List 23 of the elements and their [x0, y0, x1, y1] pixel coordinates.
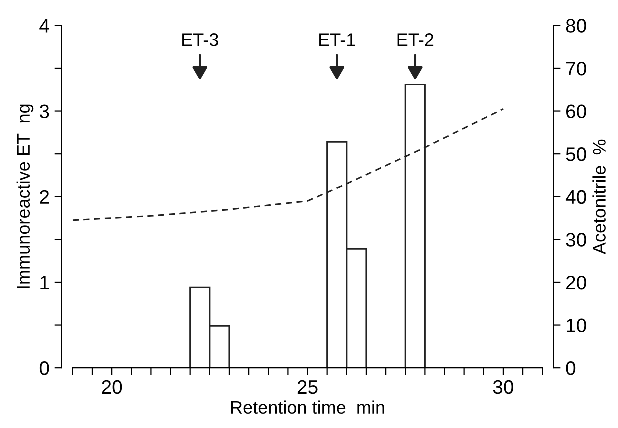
y-tick-label: 3	[40, 104, 50, 119]
y2-tick-label: 0	[566, 362, 576, 376]
x-tick-label: 30	[493, 380, 514, 394]
y-axis-title: Immunoreactive ET ng	[16, 104, 34, 288]
y-tick-label: 4	[40, 19, 50, 33]
y2-tick-label: 50	[566, 148, 586, 162]
y2-tick-label: 40	[566, 190, 586, 204]
x-tick-label: 20	[102, 380, 122, 394]
y2-tick-label: 30	[566, 233, 586, 247]
y2-tick-label: 60	[566, 104, 586, 119]
y2-tick-label: 20	[566, 276, 586, 290]
x-tick-label: 25	[298, 380, 318, 394]
y2-tick-label: 10	[567, 318, 586, 333]
annotation: ET-1	[320, 34, 356, 46]
y2-tick-label: 80	[566, 19, 586, 33]
y-tick-label: 2	[40, 190, 50, 204]
x-axis-title: Retention time min	[231, 400, 384, 414]
annotation: ET-3	[182, 34, 218, 46]
y-tick-label: 1	[40, 276, 50, 290]
y-tick-label: 0	[40, 362, 50, 376]
annotation: ET-2	[398, 34, 434, 46]
y2-tick-label: 70	[566, 62, 586, 76]
y2-axis-title: Acetonitrile %	[592, 140, 606, 255]
